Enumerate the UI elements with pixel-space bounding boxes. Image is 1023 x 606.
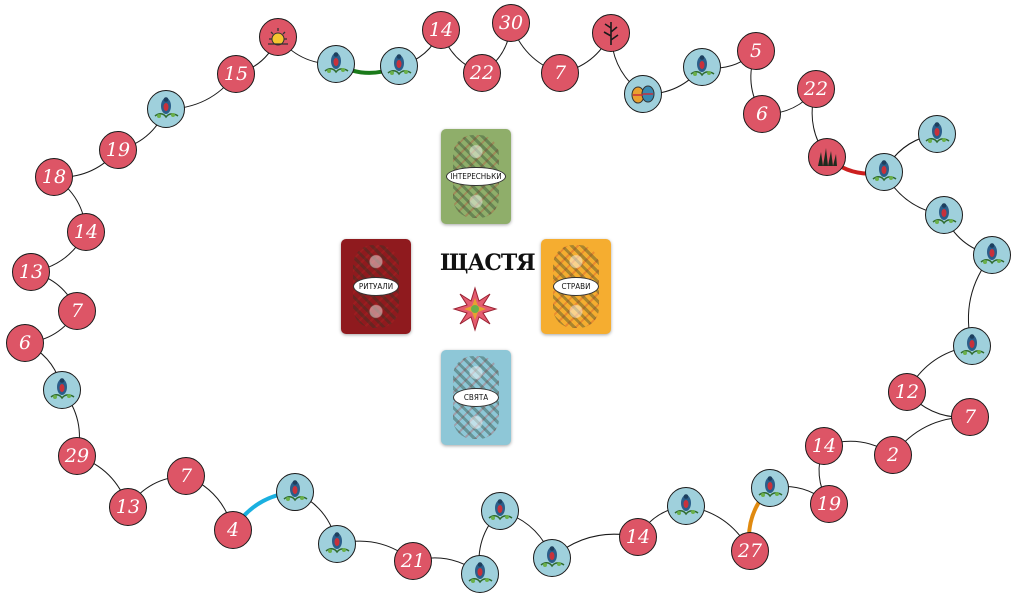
bird-space[interactable] xyxy=(751,469,789,507)
number-space[interactable]: 21 xyxy=(394,542,432,580)
number-space[interactable]: 19 xyxy=(99,131,137,169)
deck-rituals[interactable]: РИТУАЛИ xyxy=(341,239,411,334)
number-space[interactable]: 12 xyxy=(888,373,926,411)
bird-flower-icon xyxy=(925,122,950,144)
number-space[interactable]: 13 xyxy=(109,488,147,526)
number-space[interactable]: 14 xyxy=(67,213,105,251)
number-space[interactable]: 6 xyxy=(6,324,44,362)
deck-interesting[interactable]: ІНТЕРЕСНЬКИ xyxy=(441,129,511,224)
bird-flower-icon xyxy=(154,97,179,119)
number-space[interactable]: 13 xyxy=(12,253,50,291)
number-space[interactable]: 7 xyxy=(167,457,205,495)
grass-space[interactable] xyxy=(808,138,846,176)
bird-flower-icon xyxy=(932,203,957,225)
number-space[interactable]: 29 xyxy=(58,437,96,475)
bird-space[interactable] xyxy=(683,48,721,86)
number-space[interactable]: 18 xyxy=(35,158,73,196)
number-space[interactable]: 2 xyxy=(874,436,912,474)
number-space[interactable]: 7 xyxy=(541,54,579,92)
bird-space[interactable] xyxy=(667,487,705,525)
number-space[interactable]: 14 xyxy=(805,427,843,465)
bird-space[interactable] xyxy=(533,539,571,577)
bird-space[interactable] xyxy=(461,555,499,593)
deck-label: РИТУАЛИ xyxy=(353,277,399,296)
bird-flower-icon xyxy=(468,562,493,584)
plant-space[interactable] xyxy=(592,14,630,52)
bird-space[interactable] xyxy=(380,47,418,85)
bird-space[interactable] xyxy=(918,115,956,153)
bird-space[interactable] xyxy=(925,196,963,234)
board-title: ЩАСТЯ xyxy=(440,250,536,276)
number-space[interactable]: 15 xyxy=(217,55,255,93)
number-space[interactable]: 22 xyxy=(797,70,835,108)
bird-space[interactable] xyxy=(317,45,355,83)
number-space[interactable]: 27 xyxy=(731,532,769,570)
bird-space[interactable] xyxy=(481,492,519,530)
bird-flower-icon xyxy=(674,494,699,516)
deck-label: СВЯТА xyxy=(453,388,499,407)
number-space[interactable]: 7 xyxy=(951,398,989,436)
deck-label: СТРАВИ xyxy=(553,277,599,296)
bird-flower-icon xyxy=(690,55,715,77)
number-space[interactable]: 4 xyxy=(214,511,252,549)
number-space[interactable]: 7 xyxy=(58,292,96,330)
herb-icon xyxy=(603,22,619,45)
number-space[interactable]: 30 xyxy=(492,4,530,42)
number-space[interactable]: 14 xyxy=(619,518,657,556)
bird-space[interactable] xyxy=(865,153,903,191)
sun-space[interactable] xyxy=(259,18,297,56)
easter-eggs-icon xyxy=(631,85,655,104)
deck-dishes[interactable]: СТРАВИ xyxy=(541,239,611,334)
sun-icon xyxy=(268,28,288,46)
eggs-space[interactable] xyxy=(624,75,662,113)
bird-space[interactable] xyxy=(973,236,1011,274)
bird-flower-icon xyxy=(50,378,75,400)
bird-flower-icon xyxy=(325,532,350,554)
bird-flower-icon xyxy=(324,52,349,74)
eight-point-star-icon xyxy=(452,286,498,332)
bird-flower-icon xyxy=(980,243,1005,265)
number-space[interactable]: 5 xyxy=(737,32,775,70)
deck-label: ІНТЕРЕСНЬКИ xyxy=(446,167,506,186)
bird-space[interactable] xyxy=(43,371,81,409)
bird-space[interactable] xyxy=(953,327,991,365)
bird-space[interactable] xyxy=(276,473,314,511)
bird-space[interactable] xyxy=(147,90,185,128)
bird-flower-icon xyxy=(283,480,308,502)
bird-flower-icon xyxy=(758,476,783,498)
bird-space[interactable] xyxy=(318,525,356,563)
number-space[interactable]: 22 xyxy=(463,54,501,92)
bird-flower-icon xyxy=(872,160,897,182)
number-space[interactable]: 19 xyxy=(810,485,848,523)
deck-holidays[interactable]: СВЯТА xyxy=(441,350,511,445)
bird-flower-icon xyxy=(960,334,985,356)
number-space[interactable]: 6 xyxy=(743,95,781,133)
grass-icon xyxy=(818,148,837,166)
bird-flower-icon xyxy=(488,499,513,521)
bird-flower-icon xyxy=(540,546,565,568)
number-space[interactable]: 14 xyxy=(422,11,460,49)
bird-flower-icon xyxy=(387,54,412,76)
